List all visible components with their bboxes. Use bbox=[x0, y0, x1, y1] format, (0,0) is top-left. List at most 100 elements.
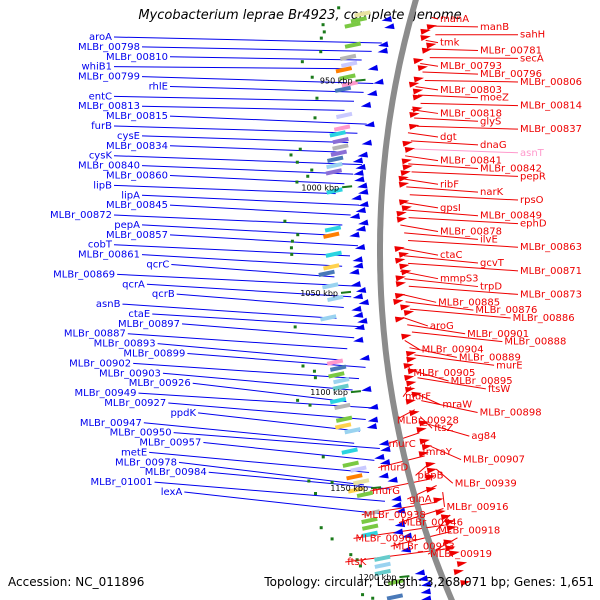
gene-label-mana[interactable]: manA bbox=[440, 14, 469, 25]
gene-label-mlbr-00796[interactable]: MLBr_00796 bbox=[480, 69, 542, 80]
gene-label-mlbr-00793[interactable]: MLBr_00793 bbox=[440, 61, 502, 72]
gene-label-qcra[interactable]: qcrA bbox=[122, 279, 145, 290]
gene-label-murc[interactable]: murC bbox=[389, 439, 416, 450]
gene-label-glna[interactable]: glnA bbox=[409, 494, 431, 505]
gene-label-mlbr-00927[interactable]: MLBr_00927 bbox=[104, 398, 166, 409]
gene-label-mlbr-00849[interactable]: MLBr_00849 bbox=[480, 211, 542, 222]
gene-label-mlbr-00873[interactable]: MLBr_00873 bbox=[520, 289, 582, 300]
gene-label-mlbr-00964[interactable]: MLBr_00964 bbox=[356, 533, 418, 544]
gene-label-sahh[interactable]: sahH bbox=[520, 30, 545, 41]
gene-label-mlbr-00903[interactable]: MLBr_00903 bbox=[99, 368, 161, 379]
gene-label-mlbr-00885[interactable]: MLBr_00885 bbox=[438, 297, 500, 308]
gene-label-mray[interactable]: mraY bbox=[426, 447, 453, 458]
gene-label-ppdk[interactable]: ppdK bbox=[170, 408, 196, 419]
gene-label-cysk[interactable]: cysK bbox=[89, 151, 113, 162]
gene-label-mlbr-00978[interactable]: MLBr_00978 bbox=[115, 457, 177, 468]
gene-label-mlbr-00902[interactable]: MLBr_00902 bbox=[69, 358, 131, 369]
gene-label-mlbr-00798[interactable]: MLBr_00798 bbox=[78, 42, 140, 53]
gene-label-rhle[interactable]: rhlE bbox=[149, 81, 168, 92]
gene-label-mlbr-00926[interactable]: MLBr_00926 bbox=[129, 378, 191, 389]
gene-label-mlbr-00803[interactable]: MLBr_00803 bbox=[440, 85, 502, 96]
gene-label-mlbr-00907[interactable]: MLBr_00907 bbox=[463, 455, 525, 466]
gene-label-mlbr-00984[interactable]: MLBr_00984 bbox=[145, 467, 207, 478]
gene-label-qcrb[interactable]: qcrB bbox=[152, 289, 175, 300]
gene-label-ctae[interactable]: ctaE bbox=[128, 309, 150, 320]
gene-label-pepr[interactable]: pepR bbox=[520, 171, 546, 182]
gene-label-mlbr-00939[interactable]: MLBr_00939 bbox=[455, 478, 517, 489]
gene-label-ftsz[interactable]: ftsZ bbox=[434, 423, 453, 434]
gene-label-mlbr-00781[interactable]: MLBr_00781 bbox=[480, 45, 542, 56]
gene-label-mlbr-00841[interactable]: MLBr_00841 bbox=[440, 156, 502, 167]
gene-label-mlbr-00916[interactable]: MLBr_00916 bbox=[447, 502, 509, 513]
gene-label-mlbr-00953[interactable]: MLBr_00953 bbox=[393, 541, 455, 552]
gene-label-mlbr-00810[interactable]: MLBr_00810 bbox=[106, 52, 168, 63]
gene-label-mlbr-00834[interactable]: MLBr_00834 bbox=[106, 141, 168, 152]
gene-label-mlbr-00889[interactable]: MLBr_00889 bbox=[459, 352, 521, 363]
gene-label-mlbr-00905[interactable]: MLBr_00905 bbox=[413, 368, 475, 379]
gene-label-mlbr-00938[interactable]: MLBr_00938 bbox=[364, 510, 426, 521]
gene-label-cyse[interactable]: cysE bbox=[117, 131, 140, 142]
gene-label-moez[interactable]: moeZ bbox=[480, 93, 509, 104]
gene-label-arog[interactable]: aroG bbox=[430, 321, 454, 332]
gene-label-mlbr-00898[interactable]: MLBr_00898 bbox=[480, 407, 542, 418]
gene-label-rpso[interactable]: rpsO bbox=[520, 195, 544, 206]
gene-label-mlbr-00897[interactable]: MLBr_00897 bbox=[118, 319, 180, 330]
gene-label-murf[interactable]: murF bbox=[405, 392, 431, 403]
gene-label-mlbr-00946[interactable]: MLBr_00946 bbox=[401, 518, 463, 529]
gene-label-mlbr-00860[interactable]: MLBr_00860 bbox=[106, 170, 168, 181]
gene-label-glys[interactable]: glyS bbox=[480, 116, 501, 127]
gene-label-dnag[interactable]: dnaG bbox=[480, 140, 507, 151]
gene-label-nark[interactable]: narK bbox=[480, 187, 504, 198]
gene-label-mlbr-00857[interactable]: MLBr_00857 bbox=[106, 230, 168, 241]
gene-label-seca[interactable]: secA bbox=[520, 53, 544, 64]
gene-label-mlbr-00901[interactable]: MLBr_00901 bbox=[467, 329, 529, 340]
gene-label-mlbr-00872[interactable]: MLBr_00872 bbox=[50, 210, 112, 221]
gene-label-mlbr-00842[interactable]: MLBr_00842 bbox=[480, 164, 542, 175]
gene-label-mmps3[interactable]: mmpS3 bbox=[440, 274, 479, 285]
gene-label-ctac[interactable]: ctaC bbox=[440, 250, 463, 261]
gene-label-ribf[interactable]: ribF bbox=[440, 179, 459, 190]
gene-label-trpd[interactable]: trpD bbox=[480, 282, 502, 293]
gene-label-mete[interactable]: metE bbox=[121, 447, 147, 458]
gene-label-mlbr-00899[interactable]: MLBr_00899 bbox=[123, 349, 185, 360]
gene-label-mraw[interactable]: mraW bbox=[442, 400, 472, 411]
gene-label-mlbr-00837[interactable]: MLBr_00837 bbox=[520, 124, 582, 135]
gene-label-mlbr-00928[interactable]: MLBr_00928 bbox=[397, 415, 459, 426]
gene-label-mlbr-00957[interactable]: MLBr_00957 bbox=[139, 438, 201, 449]
gene-label-ilve[interactable]: ilvE bbox=[480, 234, 498, 245]
gene-label-pbpb[interactable]: pbpB bbox=[418, 470, 444, 481]
gene-label-mlbr-00869[interactable]: MLBr_00869 bbox=[53, 269, 115, 280]
gene-label-qcrc[interactable]: qcrC bbox=[146, 260, 169, 271]
gene-label-mlbr-00876[interactable]: MLBr_00876 bbox=[475, 305, 537, 316]
gene-label-gcvt[interactable]: gcvT bbox=[480, 258, 505, 269]
gene-label-mlbr-00799[interactable]: MLBr_00799 bbox=[78, 72, 140, 83]
gene-label-gpsi[interactable]: gpsI bbox=[440, 203, 461, 214]
gene-label-lipb[interactable]: lipB bbox=[93, 180, 112, 191]
gene-label-mlbr-00918[interactable]: MLBr_00918 bbox=[438, 526, 500, 537]
gene-label-mlbr-00888[interactable]: MLBr_00888 bbox=[504, 337, 566, 348]
gene-label-aroa[interactable]: aroA bbox=[89, 32, 112, 43]
gene-label-ftsk[interactable]: ftsK bbox=[347, 557, 366, 568]
gene-label-mlbr-00818[interactable]: MLBr_00818 bbox=[440, 108, 502, 119]
gene-label-mlbr-00919[interactable]: MLBr_00919 bbox=[430, 549, 492, 560]
gene-label-mlbr-00904[interactable]: MLBr_00904 bbox=[422, 345, 484, 356]
gene-label-pepa[interactable]: pepA bbox=[114, 220, 140, 231]
gene-label-mlbr-00949[interactable]: MLBr_00949 bbox=[75, 388, 137, 399]
gene-label-mlbr-01001[interactable]: MLBr_01001 bbox=[91, 477, 153, 488]
gene-label-cobt[interactable]: cobT bbox=[88, 240, 113, 251]
gene-label-ftsw[interactable]: ftsW bbox=[488, 384, 510, 395]
gene-label-tmk[interactable]: tmk bbox=[440, 38, 460, 49]
gene-label-mlbr-00813[interactable]: MLBr_00813 bbox=[78, 101, 140, 112]
gene-label-mure[interactable]: murE bbox=[496, 360, 523, 371]
gene-label-manb[interactable]: manB bbox=[480, 22, 509, 33]
gene-label-mlbr-00814[interactable]: MLBr_00814 bbox=[520, 101, 582, 112]
gene-label-mlbr-00887[interactable]: MLBr_00887 bbox=[64, 329, 126, 340]
gene-label-mlbr-00878[interactable]: MLBr_00878 bbox=[440, 226, 502, 237]
gene-label-mlbr-00947[interactable]: MLBr_00947 bbox=[80, 418, 142, 429]
gene-label-lexa[interactable]: lexA bbox=[161, 487, 183, 498]
gene-label-mlbr-00845[interactable]: MLBr_00845 bbox=[106, 200, 168, 211]
gene-label-asnt[interactable]: asnT bbox=[520, 148, 545, 159]
gene-label-mlbr-00950[interactable]: MLBr_00950 bbox=[110, 428, 172, 439]
gene-label-ag84[interactable]: ag84 bbox=[471, 431, 496, 442]
gene-label-mlbr-00886[interactable]: MLBr_00886 bbox=[513, 313, 575, 324]
